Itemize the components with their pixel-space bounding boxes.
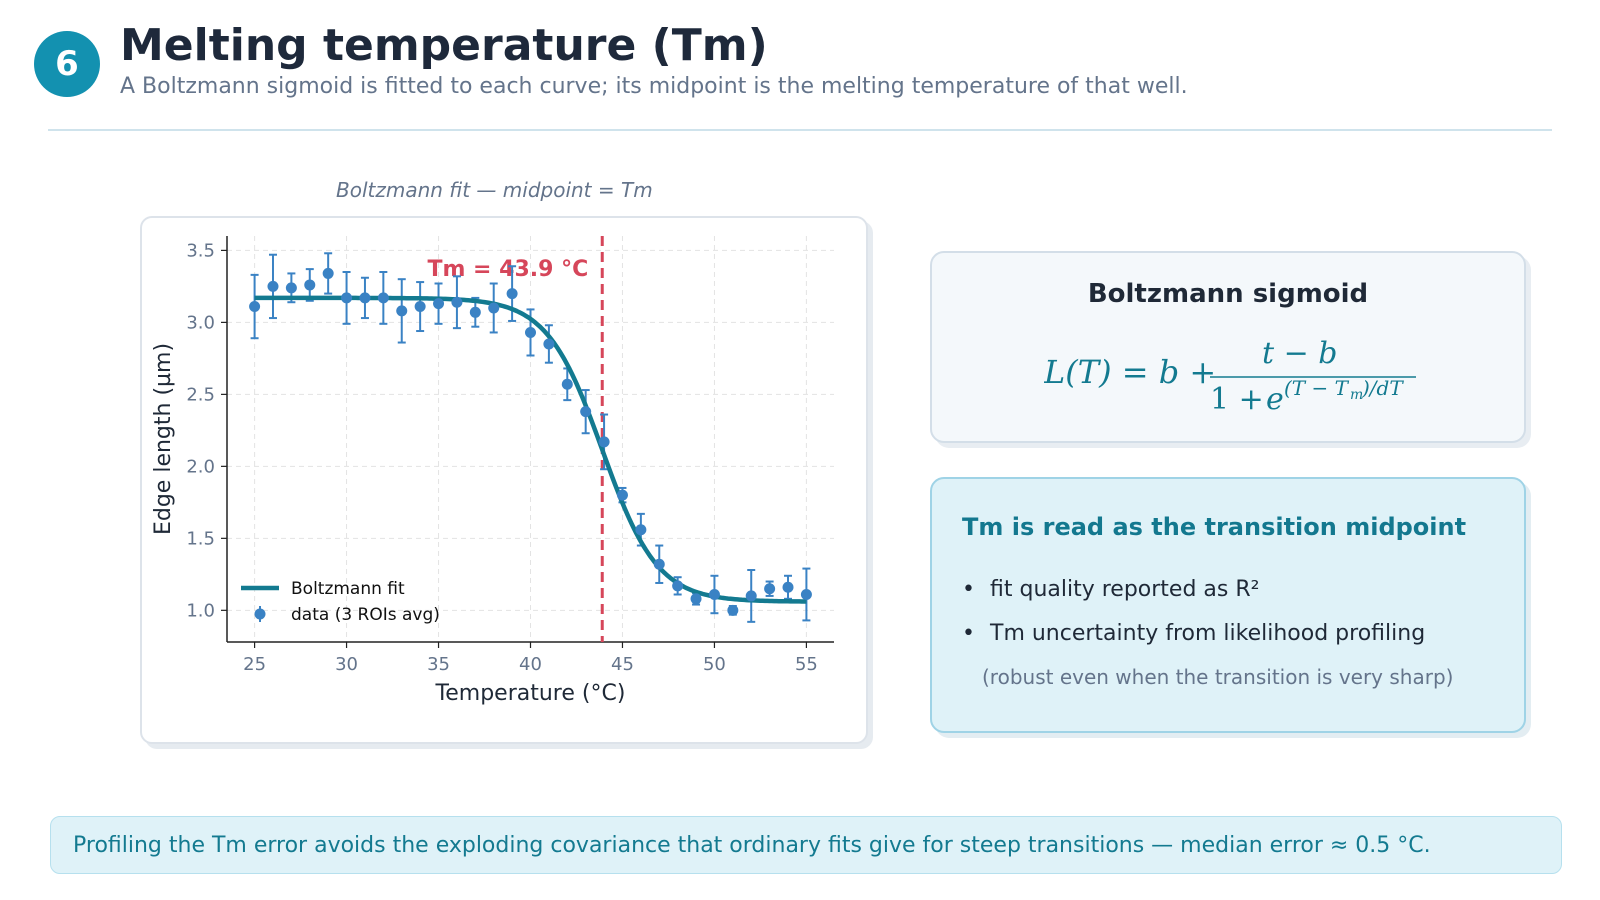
legend-data-swatch — [254, 608, 266, 620]
x-tick-label: 30 — [335, 654, 358, 675]
svg-text:t − b: t − b — [1262, 336, 1337, 371]
list-item: • fit quality reported as R² — [962, 575, 1425, 619]
chart-caption: Boltzmann fit — midpoint = Tm — [336, 178, 653, 202]
svg-text:e: e — [1266, 382, 1284, 413]
data-point — [672, 580, 684, 592]
data-point — [745, 590, 757, 602]
data-point — [433, 298, 445, 310]
info-card: Tm is read as the transition midpoint • f… — [930, 477, 1526, 733]
data-point — [782, 581, 794, 593]
data-point — [451, 296, 463, 308]
x-tick-label: 45 — [611, 654, 634, 675]
y-tick-label: 1.0 — [186, 600, 215, 621]
data-point — [708, 588, 720, 600]
data-point — [488, 302, 500, 314]
y-axis-label: Edge length (µm) — [151, 343, 176, 535]
x-tick-label: 50 — [703, 654, 726, 675]
y-tick-label: 2.5 — [186, 384, 215, 405]
x-axis-label: Temperature (°C) — [435, 681, 626, 706]
data-point — [285, 282, 297, 294]
legend-data-label: data (3 ROIs avg) — [291, 605, 440, 625]
x-tick-label: 25 — [243, 654, 266, 675]
boltzmann-chart: 25 30 35 40 45 50 55 1.0 1.5 2.0 2.5 3.0 3.5 Temperat… — [151, 236, 834, 706]
data-point — [396, 305, 408, 317]
tm-annotation-label: Tm = 43.9 °C — [427, 257, 588, 282]
data-point — [267, 280, 279, 292]
page-title: Melting temperature (Tm) — [120, 20, 768, 71]
data-point — [341, 292, 353, 304]
x-tick-label: 35 — [427, 654, 450, 675]
data-point — [764, 583, 776, 595]
footer-callout: Profiling the Tm error avoids the explod… — [50, 816, 1562, 874]
page-subtitle: A Boltzmann sigmoid is fitted to each cu… — [120, 74, 1188, 99]
data-point — [616, 489, 628, 501]
data-point — [469, 306, 481, 318]
data-point — [598, 436, 610, 448]
info-title: Tm is read as the transition midpoint — [962, 513, 1467, 541]
bullet-text: Tm uncertainty from likelihood profiling — [990, 621, 1426, 646]
x-tick-label: 55 — [795, 654, 818, 675]
boltzmann-formula: L(T) = b + t − b 1 + e (T − T m )/dT — [1044, 336, 1416, 413]
y-tick-label: 3.5 — [186, 240, 215, 261]
chart-card: 25 30 35 40 45 50 55 1.0 1.5 2.0 2.5 3.0 3.5 Temperat… — [140, 216, 868, 744]
data-point — [377, 292, 389, 304]
data-point — [322, 267, 334, 279]
data-point — [561, 378, 573, 390]
data-point — [359, 292, 371, 304]
svg-text:1 +: 1 + — [1210, 382, 1264, 413]
bullet-text: fit quality reported as R² — [990, 577, 1260, 602]
data-point — [800, 588, 812, 600]
bullet-icon: • — [962, 577, 975, 602]
data-point — [304, 279, 316, 291]
y-tick-label: 3.0 — [186, 312, 215, 333]
data-point — [506, 288, 518, 300]
header-divider — [48, 129, 1552, 131]
legend-fit-label: Boltzmann fit — [291, 579, 405, 599]
data-point — [414, 301, 426, 313]
data-point — [543, 338, 555, 350]
data-point — [635, 524, 647, 536]
y-tick-label: 2.0 — [186, 456, 215, 477]
footer-text: Profiling the Tm error avoids the explod… — [73, 832, 1431, 858]
formula-title: Boltzmann sigmoid — [1087, 279, 1369, 309]
data-point — [727, 604, 739, 616]
x-tick-label: 40 — [519, 654, 542, 675]
svg-text:)/dT: )/dT — [1361, 376, 1404, 400]
data-point — [653, 558, 665, 570]
list-item: • Tm uncertainty from likelihood profilin… — [962, 619, 1425, 663]
info-note: (robust even when the transition is very… — [982, 665, 1454, 689]
data-point — [525, 326, 536, 338]
data-point — [249, 301, 261, 313]
svg-text:(T − T: (T − T — [1284, 376, 1350, 400]
y-tick-label: 1.5 — [186, 528, 215, 549]
bullet-icon: • — [962, 621, 975, 646]
data-point — [690, 593, 702, 605]
svg-text:L(T) = b +: L(T) = b + — [1044, 353, 1216, 391]
svg-text:m: m — [1350, 387, 1363, 403]
data-point — [580, 406, 592, 418]
info-bullet-list: • fit quality reported as R² • Tm uncertai… — [962, 575, 1425, 663]
step-number-badge: 6 — [34, 31, 100, 97]
formula-card: Boltzmann sigmoid L(T) = b + t − b 1 + e… — [930, 251, 1526, 443]
